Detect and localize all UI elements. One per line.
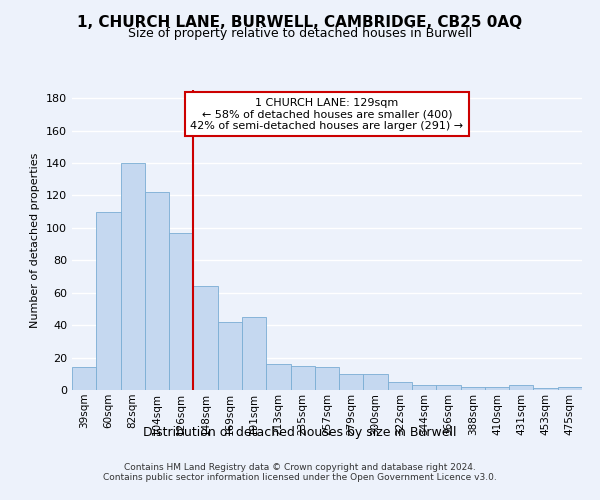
Bar [145, 192, 169, 390]
Text: Size of property relative to detached houses in Burwell: Size of property relative to detached ho… [128, 28, 472, 40]
Bar [266, 364, 290, 390]
Bar [96, 212, 121, 390]
Bar [533, 388, 558, 390]
Bar [461, 387, 485, 390]
Bar [364, 374, 388, 390]
Text: Distribution of detached houses by size in Burwell: Distribution of detached houses by size … [143, 426, 457, 439]
Bar [121, 163, 145, 390]
Bar [412, 385, 436, 390]
Bar [485, 387, 509, 390]
Y-axis label: Number of detached properties: Number of detached properties [31, 152, 40, 328]
Bar [388, 382, 412, 390]
Text: Contains public sector information licensed under the Open Government Licence v3: Contains public sector information licen… [103, 474, 497, 482]
Bar [242, 317, 266, 390]
Text: Contains HM Land Registry data © Crown copyright and database right 2024.: Contains HM Land Registry data © Crown c… [124, 464, 476, 472]
Bar [509, 385, 533, 390]
Bar [339, 374, 364, 390]
Bar [72, 368, 96, 390]
Bar [436, 385, 461, 390]
Bar [218, 322, 242, 390]
Bar [315, 368, 339, 390]
Text: 1, CHURCH LANE, BURWELL, CAMBRIDGE, CB25 0AQ: 1, CHURCH LANE, BURWELL, CAMBRIDGE, CB25… [77, 15, 523, 30]
Bar [558, 387, 582, 390]
Text: 1 CHURCH LANE: 129sqm
← 58% of detached houses are smaller (400)
42% of semi-det: 1 CHURCH LANE: 129sqm ← 58% of detached … [190, 98, 464, 130]
Bar [193, 286, 218, 390]
Bar [290, 366, 315, 390]
Bar [169, 232, 193, 390]
